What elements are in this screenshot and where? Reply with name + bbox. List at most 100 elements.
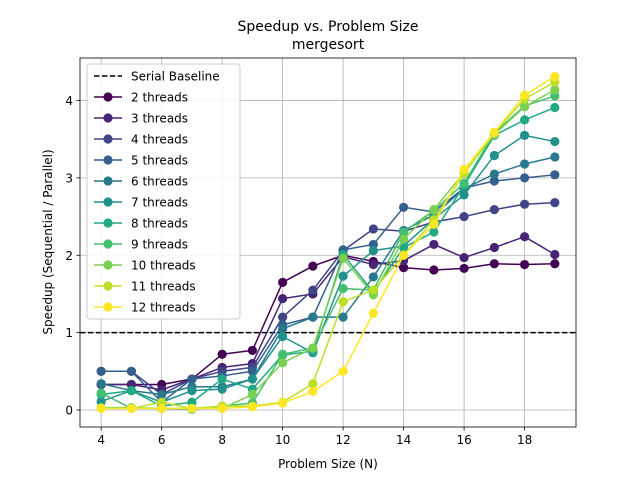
data-point: [278, 312, 288, 322]
x-tick-label: 6: [158, 433, 166, 447]
data-point: [126, 386, 137, 396]
x-tick-label: 4: [97, 433, 105, 447]
series-line: [100, 134, 555, 403]
data-point: [399, 234, 409, 244]
series-line: [101, 75, 556, 410]
data-point: [459, 190, 469, 200]
data-point: [278, 349, 288, 359]
data-point: [550, 170, 560, 180]
data-point: [278, 324, 288, 334]
x-tick-label: 14: [396, 433, 411, 447]
data-point: [459, 263, 469, 274]
data-point: [308, 285, 318, 295]
data-point: [429, 265, 439, 275]
data-point: [217, 374, 227, 384]
data-point: [489, 176, 499, 186]
data-point: [519, 115, 530, 125]
data-point: [126, 366, 137, 376]
x-tick-label: 10: [275, 433, 290, 447]
data-point: [550, 71, 560, 82]
data-point: [368, 259, 378, 270]
data-point: [96, 366, 106, 376]
data-point: [550, 102, 560, 113]
legend-label: 8 threads: [131, 217, 188, 231]
data-point: [278, 277, 288, 287]
y-tick-label: 1: [65, 326, 73, 340]
data-point: [368, 285, 378, 295]
data-point: [126, 403, 137, 414]
data-point: [399, 250, 409, 260]
legend-swatch-marker: [103, 155, 113, 165]
data-point: [308, 379, 318, 389]
x-tick-label: 16: [456, 433, 471, 447]
data-point: [338, 312, 348, 322]
data-point: [550, 259, 560, 269]
legend-label: 5 threads: [131, 154, 188, 168]
data-point: [187, 403, 197, 414]
data-point: [489, 169, 499, 179]
chart-subtitle: mergesort: [292, 37, 365, 53]
data-point: [157, 389, 167, 400]
data-point: [308, 261, 318, 271]
data-point: [96, 388, 106, 398]
data-point: [399, 242, 409, 253]
data-point: [96, 379, 106, 389]
legend-frame: [86, 63, 241, 320]
data-point: [550, 198, 560, 208]
data-point: [278, 331, 288, 342]
data-point: [459, 178, 469, 188]
data-point: [308, 343, 318, 353]
y-tick-label: 3: [65, 171, 73, 185]
data-point: [217, 349, 227, 359]
data-point: [399, 227, 409, 237]
legend-swatch-marker: [103, 239, 113, 249]
data-point: [247, 366, 257, 376]
data-point: [429, 227, 439, 237]
data-point: [368, 308, 378, 318]
legend-swatch-marker: [103, 92, 113, 102]
data-point: [519, 199, 530, 209]
legend-swatch-marker: [103, 218, 113, 228]
data-point: [550, 136, 560, 147]
data-point: [308, 386, 318, 397]
legend-swatch-marker: [103, 281, 113, 291]
data-point: [368, 246, 378, 256]
series-line: [101, 201, 555, 396]
legend-swatch-marker: [103, 197, 113, 207]
legend-label: 10 threads: [131, 259, 196, 273]
legend-label: 6 threads: [131, 175, 188, 189]
data-point: [338, 297, 348, 307]
data-point: [187, 386, 197, 396]
legend-label: 12 threads: [131, 301, 196, 315]
y-tick-label: 0: [65, 403, 73, 417]
data-point: [459, 252, 469, 263]
y-tick-label: 2: [65, 249, 73, 263]
legend-label: 2 threads: [131, 91, 188, 105]
legend-label: 11 threads: [131, 280, 196, 294]
series-12-threads: [96, 71, 560, 414]
y-tick-label: 4: [65, 94, 73, 108]
legend-label: 7 threads: [131, 196, 188, 210]
data-point: [519, 90, 530, 100]
data-point: [399, 202, 409, 212]
chart-title: Speedup vs. Problem Size: [237, 19, 418, 35]
legend-label-baseline: Serial Baseline: [131, 70, 220, 84]
data-point: [399, 263, 409, 273]
data-point: [519, 159, 530, 169]
data-point: [489, 242, 499, 253]
data-point: [187, 374, 197, 384]
y-axis-title: Speedup (Sequential / Parallel): [41, 149, 55, 334]
data-point: [550, 152, 560, 162]
series-layer: [96, 71, 560, 414]
data-point: [247, 345, 257, 356]
data-point: [217, 403, 227, 414]
data-point: [550, 85, 560, 95]
data-point: [550, 249, 560, 260]
data-point: [278, 398, 288, 408]
x-tick-label: 8: [218, 433, 226, 447]
legend-label: 9 threads: [131, 238, 188, 252]
x-tick-label: 12: [335, 433, 350, 447]
x-tick-label: 18: [517, 433, 532, 447]
data-point: [338, 271, 348, 281]
